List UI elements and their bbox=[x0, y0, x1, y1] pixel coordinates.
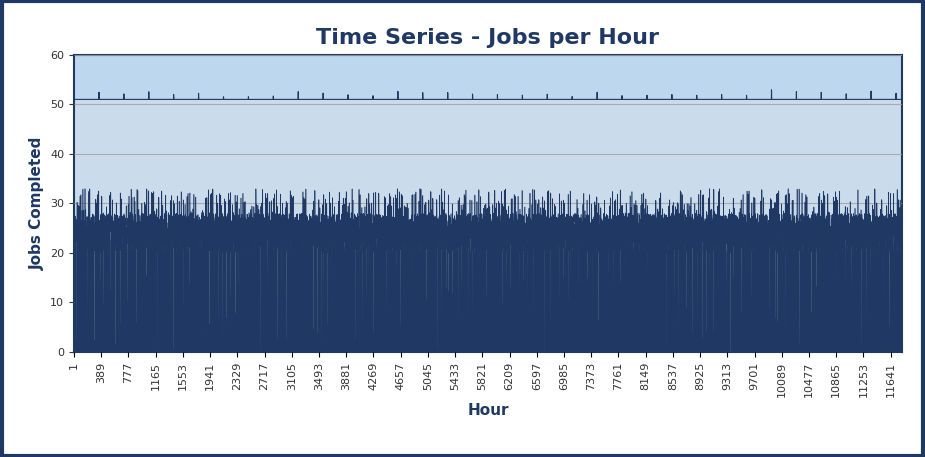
Title: Time Series - Jobs per Hour: Time Series - Jobs per Hour bbox=[316, 28, 660, 48]
X-axis label: Hour: Hour bbox=[467, 403, 509, 418]
Y-axis label: Jobs Completed: Jobs Completed bbox=[30, 137, 44, 270]
